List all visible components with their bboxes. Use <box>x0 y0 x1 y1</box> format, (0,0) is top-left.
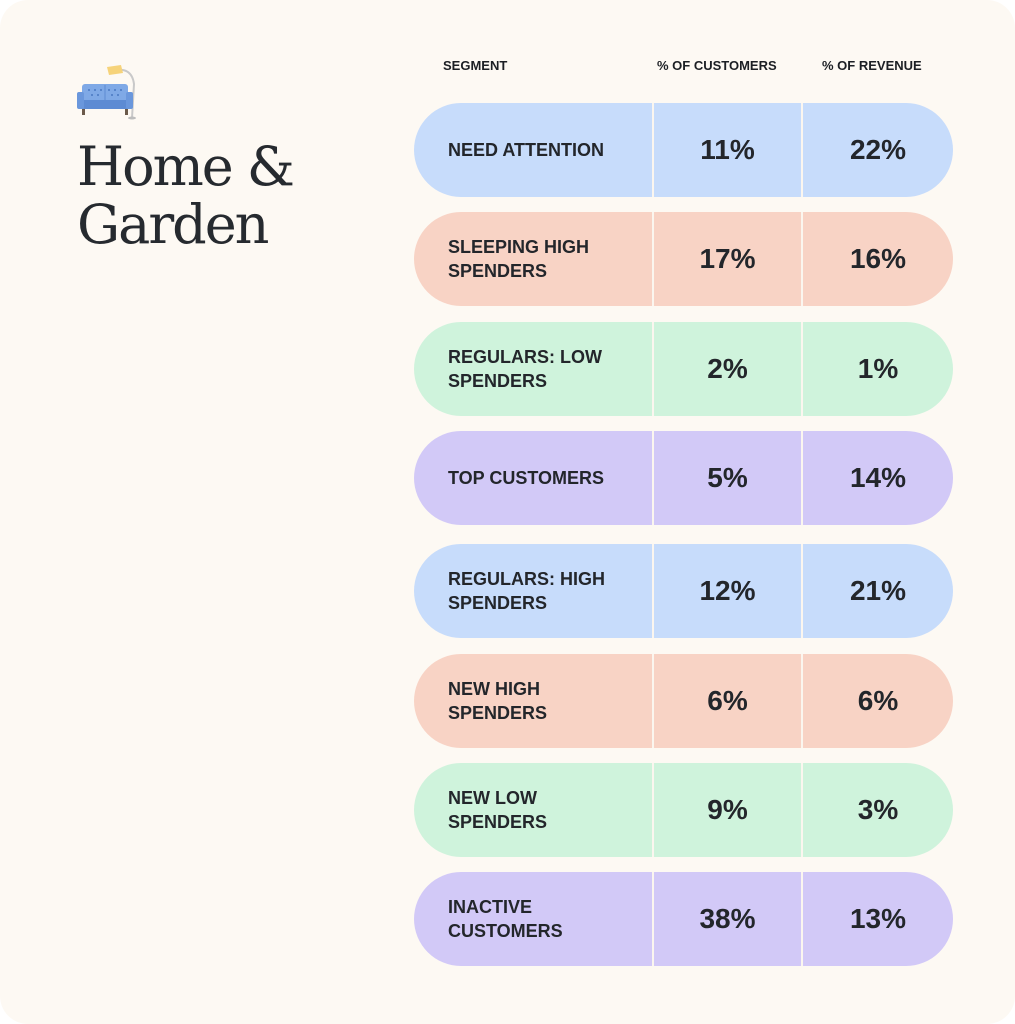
revenue-percent: 3% <box>857 794 899 825</box>
segment-cell: SLEEPING HIGH SPENDERS <box>414 212 652 306</box>
revenue-percent: 13% <box>849 903 907 934</box>
segment-label: NEED ATTENTION <box>448 140 604 160</box>
customers-percent: 17% <box>699 243 756 274</box>
table-row: REGULARS: HIGH SPENDERS 12% 21% <box>414 544 953 638</box>
table-row: TOP CUSTOMERS 5% 14% <box>414 431 953 525</box>
revenue-percent: 22% <box>849 134 907 165</box>
column-divider <box>652 431 654 525</box>
column-divider <box>652 872 654 966</box>
column-divider <box>652 322 654 416</box>
segment-cell: REGULARS: LOW SPENDERS <box>414 322 652 416</box>
column-header-revenue: % OF REVENUE <box>822 58 922 73</box>
segment-label: TOP CUSTOMERS <box>448 468 605 488</box>
column-divider <box>801 763 803 857</box>
customers-percent: 5% <box>707 462 748 493</box>
segment-cell: NEW LOW SPENDERS <box>414 763 652 857</box>
column-divider <box>801 103 803 197</box>
column-divider <box>652 103 654 197</box>
sofa-lamp-icon <box>77 65 136 120</box>
segment-label: SLEEPING HIGH SPENDERS <box>448 237 590 281</box>
segment-label: REGULARS: HIGH SPENDERS <box>448 569 605 613</box>
revenue-percent: 6% <box>857 685 899 716</box>
column-divider <box>801 212 803 306</box>
revenue-percent: 21% <box>849 575 907 606</box>
table-row: REGULARS: LOW SPENDERS 2% 1% <box>414 322 953 416</box>
column-divider <box>652 544 654 638</box>
segment-cell: NEED ATTENTION <box>414 103 652 197</box>
segment-cell: NEW HIGH SPENDERS <box>414 654 652 748</box>
customers-percent: 6% <box>707 685 748 716</box>
customers-percent: 11% <box>700 134 755 165</box>
column-divider <box>801 544 803 638</box>
revenue-percent: 16% <box>849 243 907 274</box>
column-divider <box>652 212 654 306</box>
segment-cell: INACTIVE CUSTOMERS <box>414 872 652 966</box>
table-row: NEW HIGH SPENDERS 6% 6% <box>414 654 953 748</box>
segment-label: NEW HIGH SPENDERS <box>448 679 548 723</box>
customers-percent: 2% <box>707 353 748 384</box>
table-row: INACTIVE CUSTOMERS 38% 13% <box>414 872 953 966</box>
table-row: NEED ATTENTION 11% 22% <box>414 103 953 197</box>
column-divider <box>801 654 803 748</box>
column-divider <box>652 654 654 748</box>
segment-cell: TOP CUSTOMERS <box>414 431 652 525</box>
column-divider <box>801 872 803 966</box>
column-divider <box>801 431 803 525</box>
page-title: Home & Garden <box>77 135 295 256</box>
revenue-percent: 1% <box>857 353 899 384</box>
table-row: SLEEPING HIGH SPENDERS 17% 16% <box>414 212 953 306</box>
column-divider <box>801 322 803 416</box>
segment-cell: REGULARS: HIGH SPENDERS <box>414 544 652 638</box>
column-divider <box>652 763 654 857</box>
customers-percent: 9% <box>707 794 748 825</box>
segment-label: INACTIVE CUSTOMERS <box>448 897 563 941</box>
column-header-customers: % OF CUSTOMERS <box>657 58 777 73</box>
segment-label: REGULARS: LOW SPENDERS <box>448 347 602 391</box>
table-row: NEW LOW SPENDERS 9% 3% <box>414 763 953 857</box>
customers-percent: 12% <box>699 575 756 606</box>
segment-label: NEW LOW SPENDERS <box>448 788 548 832</box>
revenue-percent: 14% <box>849 462 907 493</box>
column-header-segment: SEGMENT <box>443 58 508 73</box>
customers-percent: 38% <box>699 903 756 934</box>
